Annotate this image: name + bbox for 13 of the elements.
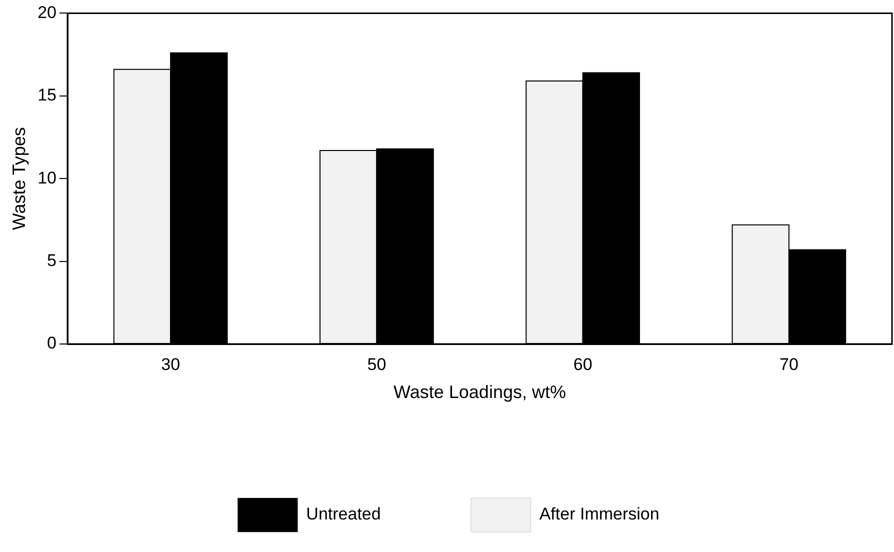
y-tick-label: 0	[47, 334, 57, 353]
x-tick-label: 50	[367, 354, 386, 374]
x-tick-label: 60	[573, 354, 592, 374]
legend-label: Untreated	[306, 504, 381, 524]
x-tick-label: 30	[161, 354, 180, 374]
y-axis-title: Waste Types	[8, 127, 29, 230]
x-axis-title: Waste Loadings, wt%	[394, 382, 566, 402]
y-tick-label: 15	[38, 86, 57, 105]
x-tick-label: 70	[779, 354, 798, 374]
y-tick-label: 10	[38, 168, 57, 188]
y-tick-label: 5	[47, 250, 57, 270]
legend-label: After Immersion	[539, 504, 660, 524]
y-tick-label: 20	[38, 2, 57, 22]
